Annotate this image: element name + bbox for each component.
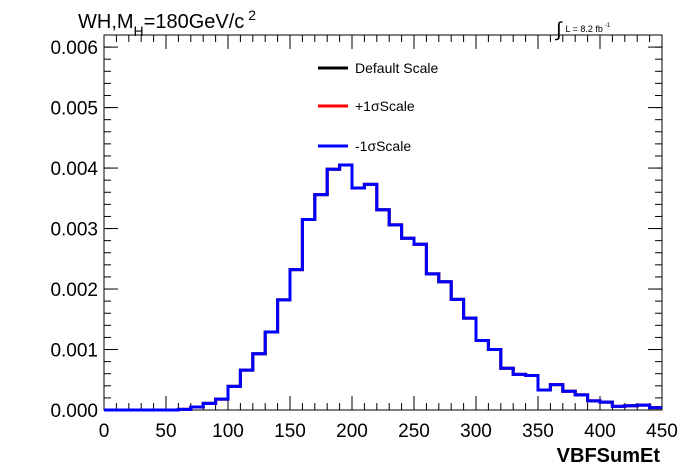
- x-tick-label: 450: [646, 421, 678, 442]
- histogram-series-2: [104, 163, 662, 412]
- x-axis-label: VBFSumEt: [557, 445, 661, 467]
- title-main: WH,M: [78, 11, 134, 33]
- title-rest: =180GeV/c: [144, 11, 245, 33]
- y-tick-label: 0.003: [50, 220, 98, 241]
- x-tick-label: 400: [584, 421, 616, 442]
- plot-frame: [103, 34, 663, 411]
- x-tick-label: 300: [460, 421, 492, 442]
- x-tick-label: 150: [274, 421, 306, 442]
- title-superscript: 2: [248, 7, 256, 23]
- histogram-series-1: [104, 163, 662, 412]
- lumi-text: L = 8.2 fb: [565, 24, 602, 34]
- y-tick-label: 0.006: [50, 38, 98, 59]
- legend-label-2: -1σScale: [355, 138, 411, 154]
- y-tick-label: 0.002: [50, 280, 98, 301]
- axes-layer: 0.000 0.001 0.002 0.003 0.004 0.005 0.006 0 50 10…: [50, 34, 678, 442]
- y-tick-label: 0.000: [50, 401, 98, 422]
- x-tick-label: 350: [522, 421, 554, 442]
- title-subscript: H: [134, 23, 144, 39]
- y-tick-label: 0.005: [50, 99, 98, 120]
- legend-label-1: +1σScale: [355, 98, 415, 114]
- x-tick-label: 50: [155, 421, 176, 442]
- histogram-layer: [104, 163, 662, 412]
- x-tick-label: 100: [212, 421, 244, 442]
- lumi-label: ∫ L = 8.2 fb -1: [555, 19, 611, 41]
- x-tick-label: 0: [99, 421, 110, 442]
- lumi-integral: ∫: [555, 19, 563, 41]
- x-tick-label: 250: [398, 421, 430, 442]
- legend-label-0: Default Scale: [355, 60, 438, 76]
- histogram-series-0: [104, 163, 662, 412]
- y-tick-label: 0.001: [50, 341, 98, 362]
- legend-layer: Default Scale +1σScale -1σScale: [318, 60, 438, 154]
- y-tick-label: 0.004: [50, 159, 98, 180]
- x-tick-label: 200: [336, 421, 368, 442]
- lumi-superscript: -1: [605, 23, 611, 29]
- chart-title: WH,MH=180GeV/c 2: [78, 7, 256, 39]
